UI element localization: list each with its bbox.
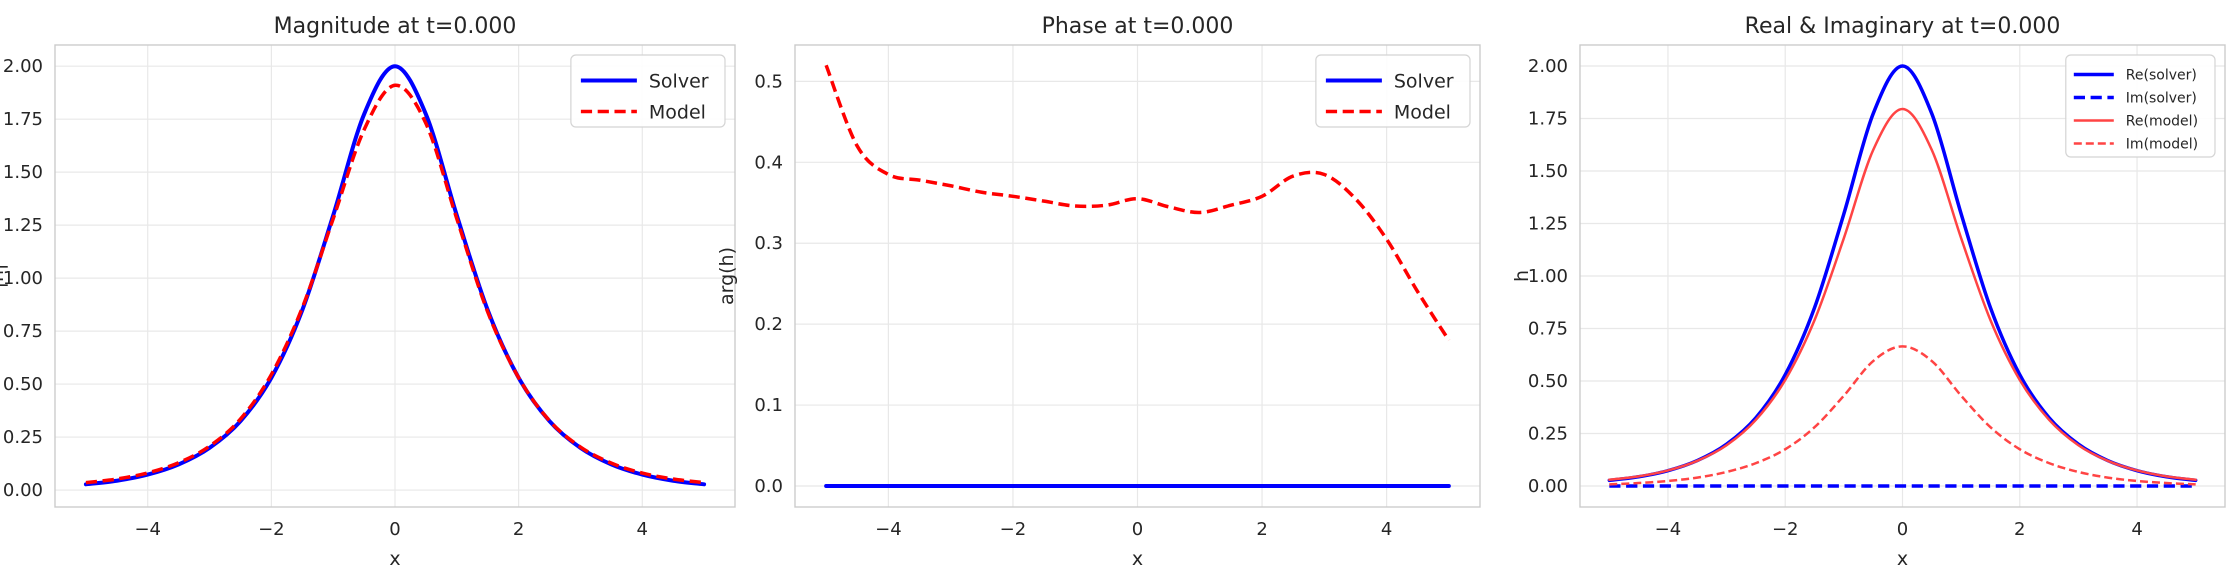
x-tick-label: 0 [1897, 519, 1908, 540]
legend-box [1315, 54, 1471, 128]
y-tick-label: 1.25 [3, 215, 43, 236]
chart-title: Magnitude at t=0.000 [274, 14, 517, 39]
series-line-im-model [1609, 345, 2196, 486]
x-tick-label: 2 [1256, 519, 1267, 540]
y-axis-label: arg(h) [716, 247, 738, 305]
y-tick-label: 0.75 [3, 321, 43, 342]
legend-label: Model [649, 101, 706, 123]
y-tick-label: 0.75 [1528, 319, 1568, 340]
legend-box [2065, 54, 2216, 158]
y-tick-label: 0.25 [1528, 424, 1568, 445]
legend-box [570, 54, 726, 128]
y-tick-label: 0.2 [754, 314, 783, 335]
series-line-model [85, 83, 705, 485]
x-tick-label: 2 [513, 519, 524, 540]
y-tick-label: 0.00 [3, 480, 43, 501]
x-tick-label: 4 [637, 519, 648, 540]
legend: Solver Model [1315, 54, 1471, 128]
y-tick-label: 1.50 [1528, 161, 1568, 182]
x-tick-label: −2 [258, 519, 285, 540]
x-tick-label: 4 [1381, 519, 1392, 540]
legend-label: Re(solver) [2126, 68, 2197, 84]
y-tick-label: 0.00 [1528, 476, 1568, 497]
legend-label: Solver [649, 70, 709, 92]
y-tick-label: 1.75 [3, 109, 43, 130]
y-tick-label: 1.50 [3, 162, 43, 183]
legend-label: Re(model) [2126, 114, 2198, 130]
y-tick-label: 2.00 [1528, 56, 1568, 77]
y-tick-label: 1.00 [1528, 266, 1568, 287]
x-tick-label: 0 [389, 519, 400, 540]
y-axis-label: h [1511, 270, 1533, 282]
x-tick-label: 4 [2131, 519, 2142, 540]
x-tick-label: −2 [1772, 519, 1799, 540]
y-tick-label: 0.3 [754, 233, 783, 254]
chart-panel-1: −4 −2 0 2 4 0.00 0.25 0.50 0.75 1.00 1.25 1.50 1.75 2… [0, 14, 736, 570]
x-axis-label: x [389, 548, 400, 570]
y-tick-label: 2.00 [3, 56, 43, 77]
legend-label: Solver [1394, 70, 1454, 92]
series-line-re-model [1608, 107, 2197, 481]
x-tick-label: −2 [1000, 519, 1027, 540]
y-tick-label: 0.4 [754, 152, 783, 173]
x-tick-label: 2 [2014, 519, 2025, 540]
y-tick-label: 0.5 [754, 71, 783, 92]
chart-panel-3: −4 −2 0 2 4 0.00 0.25 0.50 0.75 1.00 1.25 1.50 1.75 2… [1511, 14, 2226, 570]
y-tick-label: 1.25 [1528, 214, 1568, 235]
chart-title: Real & Imaginary at t=0.000 [1745, 14, 2061, 39]
y-tick-label: 1.00 [3, 268, 43, 289]
y-tick-label: 0.25 [3, 427, 43, 448]
x-tick-label: −4 [134, 519, 161, 540]
chart-panel-2: −4 −2 0 2 4 0.0 0.1 0.2 0.3 0.4 0.5 Phase at t=0.00… [716, 14, 1481, 570]
x-tick-label: −4 [875, 519, 902, 540]
x-axis-label: x [1132, 548, 1143, 570]
legend-label: Model [1394, 101, 1451, 123]
y-tick-label: 1.75 [1528, 109, 1568, 130]
x-tick-label: 0 [1132, 519, 1143, 540]
plot-frame [1579, 44, 2226, 508]
plot-frame [794, 44, 1481, 508]
legend-label: Im(solver) [2126, 91, 2197, 107]
y-axis-label: |h| [0, 264, 8, 289]
legend: Solver Model [570, 54, 726, 128]
legend: Re(solver) Im(solver) Re(model) Im(model) [2065, 54, 2216, 158]
y-tick-label: 0.50 [3, 374, 43, 395]
y-tick-label: 0.0 [754, 476, 783, 497]
plot-frame [54, 44, 736, 508]
x-axis-label: x [1897, 548, 1908, 570]
chart-title: Phase at t=0.000 [1042, 14, 1234, 39]
x-tick-label: −4 [1655, 519, 1682, 540]
y-tick-label: 0.1 [754, 395, 783, 416]
series-line-model [824, 64, 1451, 342]
y-tick-label: 0.50 [1528, 371, 1568, 392]
legend-label: Im(model) [2126, 137, 2198, 153]
